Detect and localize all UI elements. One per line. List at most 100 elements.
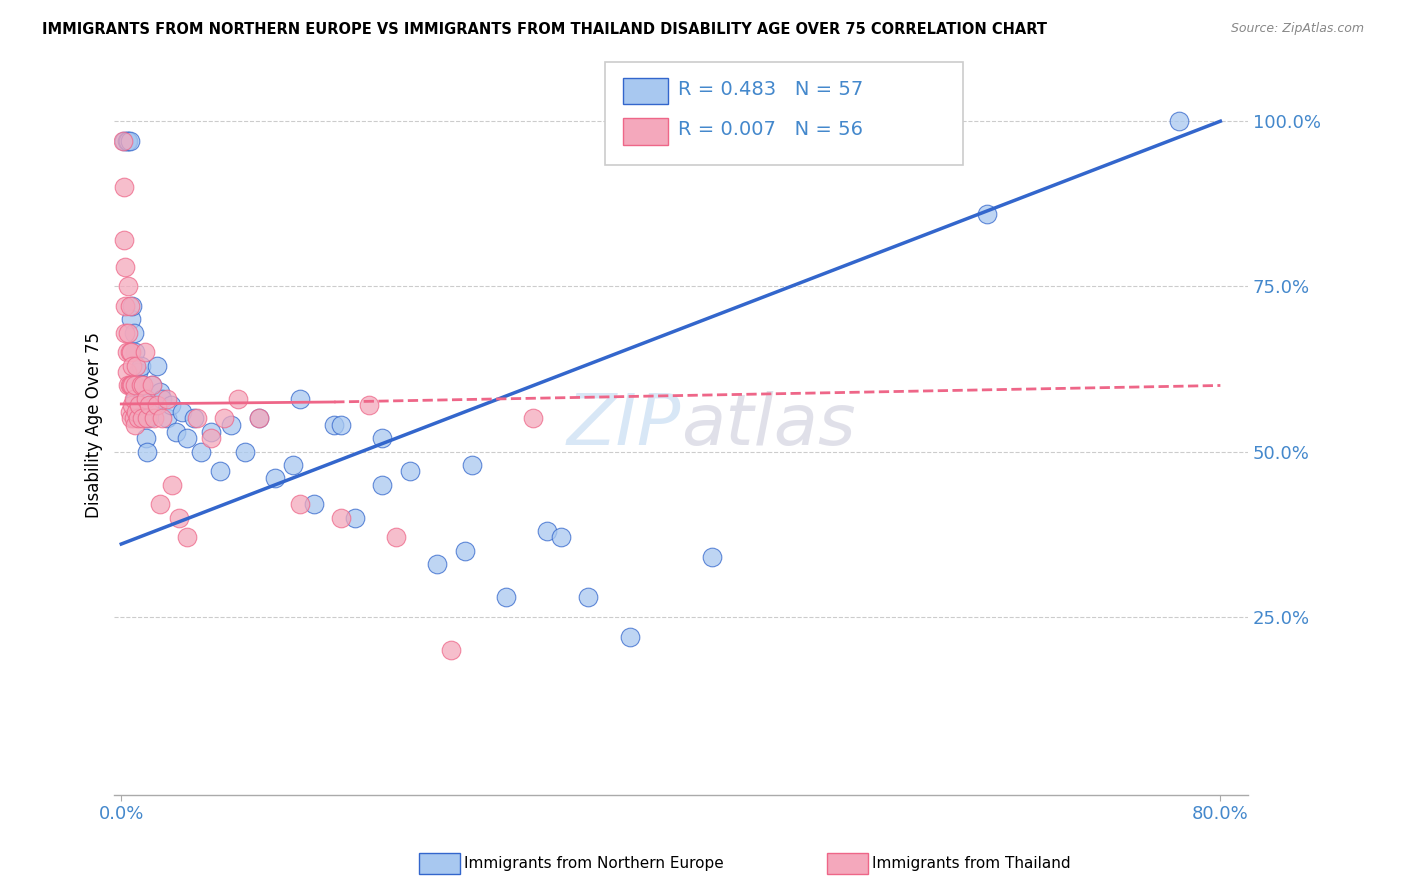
- Point: [371, 431, 394, 445]
- Point: [159, 398, 181, 412]
- Point: [136, 411, 159, 425]
- Point: [302, 497, 325, 511]
- Point: [219, 418, 242, 433]
- Point: [118, 378, 141, 392]
- Point: [176, 530, 198, 544]
- Point: [143, 398, 166, 412]
- Point: [141, 378, 163, 392]
- Point: [183, 411, 205, 425]
- Point: [128, 398, 150, 412]
- Point: [125, 405, 148, 419]
- Point: [209, 464, 232, 478]
- Point: [131, 411, 153, 425]
- Point: [122, 392, 145, 406]
- Point: [112, 180, 135, 194]
- Point: [115, 345, 138, 359]
- Point: [117, 378, 139, 392]
- Point: [121, 398, 143, 412]
- Point: [398, 464, 420, 478]
- Point: [120, 411, 142, 425]
- Point: [118, 405, 141, 419]
- Text: ZIP: ZIP: [567, 391, 681, 459]
- Point: [124, 378, 146, 392]
- Point: [135, 431, 157, 445]
- Point: [495, 590, 517, 604]
- Point: [233, 444, 256, 458]
- Point: [117, 326, 139, 340]
- Point: [114, 260, 136, 274]
- Point: [152, 392, 174, 406]
- Point: [226, 392, 249, 406]
- Point: [146, 398, 169, 412]
- Point: [281, 458, 304, 472]
- Point: [121, 299, 143, 313]
- Point: [1168, 114, 1191, 128]
- Point: [125, 378, 148, 392]
- Point: [288, 392, 311, 406]
- Text: atlas: atlas: [681, 391, 856, 459]
- Point: [138, 398, 160, 412]
- Point: [149, 497, 172, 511]
- Point: [115, 134, 138, 148]
- Point: [426, 557, 449, 571]
- Point: [122, 326, 145, 340]
- Point: [143, 411, 166, 425]
- Point: [146, 359, 169, 373]
- Point: [135, 392, 157, 406]
- Point: [460, 458, 482, 472]
- Point: [170, 405, 193, 419]
- Point: [976, 207, 998, 221]
- Point: [288, 497, 311, 511]
- Text: IMMIGRANTS FROM NORTHERN EUROPE VS IMMIGRANTS FROM THAILAND DISABILITY AGE OVER : IMMIGRANTS FROM NORTHERN EUROPE VS IMMIG…: [42, 22, 1047, 37]
- Point: [124, 392, 146, 406]
- Point: [132, 378, 155, 392]
- Point: [121, 378, 143, 392]
- Point: [200, 425, 222, 439]
- Point: [214, 411, 236, 425]
- Text: Immigrants from Northern Europe: Immigrants from Northern Europe: [464, 856, 724, 871]
- Point: [125, 359, 148, 373]
- Point: [134, 345, 156, 359]
- Point: [343, 510, 366, 524]
- Point: [454, 543, 477, 558]
- Point: [330, 510, 353, 524]
- Point: [117, 134, 139, 148]
- Point: [330, 418, 353, 433]
- Point: [247, 411, 270, 425]
- Point: [129, 378, 152, 392]
- Point: [167, 510, 190, 524]
- Text: Source: ZipAtlas.com: Source: ZipAtlas.com: [1230, 22, 1364, 36]
- Point: [176, 431, 198, 445]
- Point: [120, 378, 142, 392]
- Point: [114, 326, 136, 340]
- Text: Immigrants from Thailand: Immigrants from Thailand: [872, 856, 1070, 871]
- Point: [118, 134, 141, 148]
- Point: [200, 431, 222, 445]
- Y-axis label: Disability Age Over 75: Disability Age Over 75: [86, 332, 103, 518]
- Text: R = 0.483   N = 57: R = 0.483 N = 57: [678, 79, 863, 99]
- Point: [115, 365, 138, 379]
- Point: [149, 385, 172, 400]
- Point: [124, 345, 146, 359]
- Point: [323, 418, 346, 433]
- Point: [619, 630, 641, 644]
- Point: [247, 411, 270, 425]
- Point: [357, 398, 380, 412]
- Point: [117, 279, 139, 293]
- Point: [120, 345, 142, 359]
- Point: [156, 411, 179, 425]
- Point: [522, 411, 544, 425]
- Point: [122, 411, 145, 425]
- Point: [121, 359, 143, 373]
- Point: [576, 590, 599, 604]
- Point: [128, 405, 150, 419]
- Point: [550, 530, 572, 544]
- Point: [120, 312, 142, 326]
- Point: [136, 444, 159, 458]
- Point: [264, 471, 287, 485]
- Point: [127, 365, 149, 379]
- Point: [536, 524, 558, 538]
- Point: [371, 477, 394, 491]
- Point: [141, 378, 163, 392]
- Point: [700, 550, 723, 565]
